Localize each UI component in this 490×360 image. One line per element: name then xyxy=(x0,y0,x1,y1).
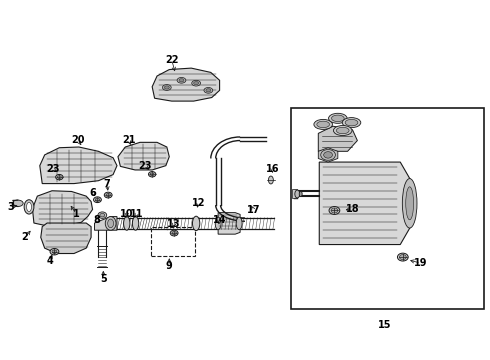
Bar xyxy=(151,226,195,256)
Ellipse shape xyxy=(342,118,361,128)
Ellipse shape xyxy=(321,149,335,160)
Ellipse shape xyxy=(193,216,200,230)
Polygon shape xyxy=(318,126,357,151)
Ellipse shape xyxy=(215,217,221,230)
Polygon shape xyxy=(319,162,415,244)
Text: 14: 14 xyxy=(213,215,226,225)
Ellipse shape xyxy=(194,82,198,85)
Ellipse shape xyxy=(56,175,63,180)
Ellipse shape xyxy=(331,115,344,122)
Polygon shape xyxy=(218,213,240,234)
Ellipse shape xyxy=(314,120,332,130)
Polygon shape xyxy=(41,223,91,253)
Text: 23: 23 xyxy=(47,164,60,174)
Bar xyxy=(293,189,297,198)
Ellipse shape xyxy=(329,113,347,123)
Ellipse shape xyxy=(204,87,213,93)
Text: 7: 7 xyxy=(104,179,111,189)
Ellipse shape xyxy=(57,176,61,179)
Ellipse shape xyxy=(172,231,176,235)
Ellipse shape xyxy=(164,86,169,89)
Text: 21: 21 xyxy=(122,135,135,145)
Ellipse shape xyxy=(345,120,358,126)
Ellipse shape xyxy=(106,193,110,197)
Text: 16: 16 xyxy=(266,163,279,174)
Ellipse shape xyxy=(331,208,338,213)
Text: 11: 11 xyxy=(130,209,143,219)
Ellipse shape xyxy=(324,152,332,158)
Text: 6: 6 xyxy=(89,188,96,198)
Text: 3: 3 xyxy=(7,202,14,212)
Ellipse shape xyxy=(105,217,116,230)
Ellipse shape xyxy=(299,192,302,197)
Ellipse shape xyxy=(295,190,300,198)
Ellipse shape xyxy=(399,255,406,260)
Polygon shape xyxy=(152,68,220,101)
Ellipse shape xyxy=(177,77,186,83)
Text: 23: 23 xyxy=(138,161,151,171)
Ellipse shape xyxy=(100,213,105,217)
Ellipse shape xyxy=(150,173,154,176)
Ellipse shape xyxy=(402,179,417,228)
Text: 8: 8 xyxy=(93,215,100,225)
Ellipse shape xyxy=(12,200,23,207)
Text: 15: 15 xyxy=(377,320,391,330)
Text: 13: 13 xyxy=(168,219,181,229)
Ellipse shape xyxy=(269,176,273,184)
Ellipse shape xyxy=(123,217,130,230)
Ellipse shape xyxy=(98,212,107,219)
Ellipse shape xyxy=(236,217,242,230)
Ellipse shape xyxy=(333,126,352,135)
Text: 19: 19 xyxy=(414,258,428,268)
Text: 12: 12 xyxy=(192,198,205,208)
Ellipse shape xyxy=(192,80,200,86)
Text: 18: 18 xyxy=(345,204,359,214)
Ellipse shape xyxy=(162,85,171,90)
Ellipse shape xyxy=(26,202,31,212)
Polygon shape xyxy=(40,147,117,184)
Polygon shape xyxy=(95,217,117,230)
Ellipse shape xyxy=(50,248,59,255)
Ellipse shape xyxy=(179,79,184,82)
Ellipse shape xyxy=(108,219,114,228)
Ellipse shape xyxy=(317,121,330,128)
Ellipse shape xyxy=(95,198,99,201)
Ellipse shape xyxy=(104,192,112,198)
Polygon shape xyxy=(318,148,338,162)
Ellipse shape xyxy=(206,89,211,92)
Text: 5: 5 xyxy=(100,274,107,284)
Text: 17: 17 xyxy=(247,206,261,216)
Text: 22: 22 xyxy=(165,55,178,65)
Ellipse shape xyxy=(329,207,340,215)
Text: 9: 9 xyxy=(166,261,172,271)
Ellipse shape xyxy=(336,127,349,134)
Ellipse shape xyxy=(132,217,139,230)
Text: 4: 4 xyxy=(46,256,53,266)
Ellipse shape xyxy=(24,200,34,214)
Ellipse shape xyxy=(406,187,414,220)
Ellipse shape xyxy=(148,172,156,177)
Ellipse shape xyxy=(52,250,57,253)
Bar xyxy=(292,108,485,309)
Text: 20: 20 xyxy=(71,135,85,145)
Text: 10: 10 xyxy=(120,209,133,219)
Ellipse shape xyxy=(397,253,408,261)
Text: 1: 1 xyxy=(73,209,80,219)
Ellipse shape xyxy=(170,230,178,236)
Text: 2: 2 xyxy=(22,232,28,242)
Ellipse shape xyxy=(94,197,101,203)
Polygon shape xyxy=(118,142,169,170)
Polygon shape xyxy=(32,191,93,226)
